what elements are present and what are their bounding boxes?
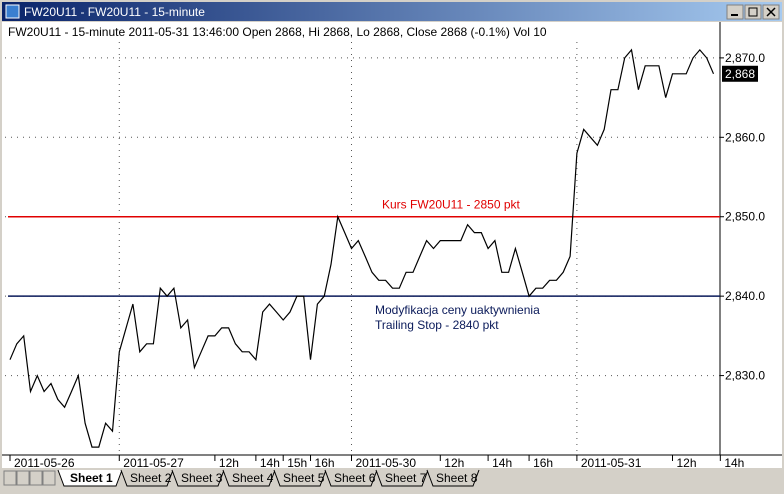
y-tick-label: 2,870.0 [725, 51, 765, 65]
maximize[interactable] [744, 4, 762, 20]
tab-label: Sheet 6 [334, 471, 376, 485]
tab-nav-button[interactable] [42, 470, 56, 486]
last-value-label: 2,868 [725, 67, 755, 81]
y-tick-label: 2,830.0 [725, 369, 765, 383]
tab[interactable] [171, 469, 225, 487]
active-tab-label: Sheet 1 [70, 471, 113, 485]
app-icon [5, 4, 20, 19]
y-tick-label: 2,860.0 [725, 130, 765, 144]
tab-label: Sheet 5 [283, 471, 325, 485]
window-buttons[interactable] [726, 4, 780, 20]
tab-label: Sheet 7 [385, 471, 427, 485]
x-tick-label: 15h [287, 456, 307, 470]
x-tick-label: 16h [315, 456, 335, 470]
y-tick-label: 2,840.0 [725, 289, 765, 303]
last-value-box [722, 65, 758, 82]
price-line [9, 48, 715, 448]
minimize[interactable] [726, 4, 744, 20]
level-label: Modyfikacja ceny uaktywnienia [375, 303, 540, 317]
tab-label: Sheet 2 [130, 471, 172, 485]
tab-nav-button[interactable] [16, 470, 30, 486]
tab-label: Sheet 8 [436, 471, 478, 485]
tab[interactable] [222, 469, 276, 487]
tab-nav-button[interactable] [3, 470, 17, 486]
info-line: FW20U11 - 15-minute 2011-05-31 13:46:00 … [8, 25, 547, 39]
tab[interactable] [57, 469, 123, 487]
x-tick-label: 2011-05-27 [123, 456, 184, 470]
x-tick-label: 14h [492, 456, 512, 470]
tab[interactable] [273, 469, 327, 487]
x-tick-label: 12h [677, 456, 697, 470]
x-tick-label: 12h [444, 456, 464, 470]
x-tick-label: 2011-05-26 [14, 456, 75, 470]
level-label: Kurs FW20U11 - 2850 pkt [382, 198, 521, 212]
x-tick-label: 16h [533, 456, 553, 470]
level-label: Trailing Stop - 2840 pkt [375, 318, 499, 332]
x-tick-label: 14h [724, 456, 744, 470]
tab[interactable] [426, 469, 480, 487]
tab-nav-button[interactable] [29, 470, 43, 486]
tab[interactable] [120, 469, 174, 487]
y-tick-label: 2,850.0 [725, 210, 765, 224]
x-tick-label: 14h [260, 456, 280, 470]
tab-label: Sheet 4 [232, 471, 274, 485]
tab[interactable] [375, 469, 429, 487]
chart-area [2, 22, 782, 468]
x-tick-label: 2011-05-31 [581, 456, 642, 470]
tab-label: Sheet 3 [181, 471, 223, 485]
title-bar [2, 2, 782, 21]
tab[interactable] [324, 469, 378, 487]
window-title: FW20U11 - FW20U11 - 15-minute [24, 5, 205, 19]
x-tick-label: 12h [219, 456, 239, 470]
x-tick-label: 2011-05-30 [356, 456, 417, 470]
